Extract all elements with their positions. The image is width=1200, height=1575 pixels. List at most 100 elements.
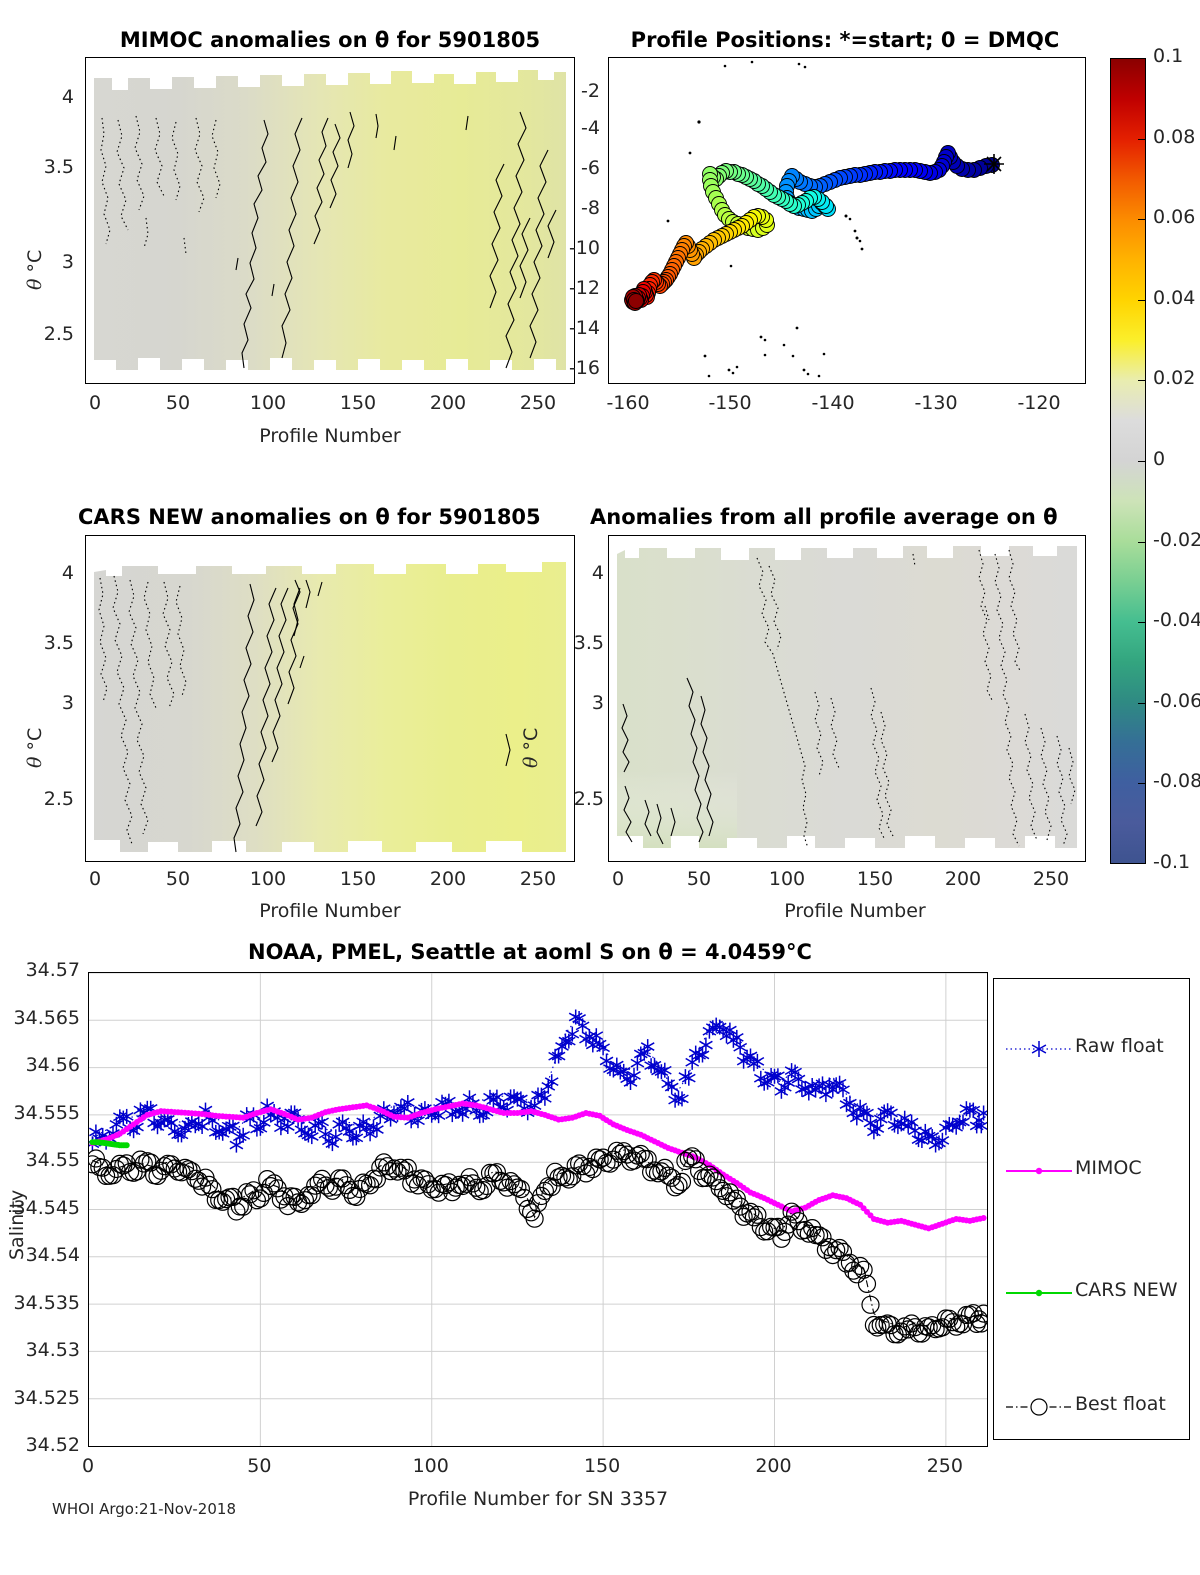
colorbar-tick-7: -0.04 — [1153, 609, 1200, 632]
best-float-marker — [696, 1168, 716, 1187]
best-float-marker — [847, 1265, 866, 1284]
raw-float-marker — [589, 1028, 604, 1044]
raw-float-marker — [870, 1121, 885, 1137]
best-float-marker — [306, 1176, 325, 1195]
best-float-marker — [179, 1160, 198, 1179]
raw-float-marker — [685, 1054, 700, 1070]
raw-float-marker — [856, 1104, 871, 1120]
colorbar-tickmark-6 — [1138, 541, 1146, 543]
panel3-xtick-1: 50 — [165, 868, 191, 890]
best-float-marker — [624, 1151, 644, 1170]
raw-float-marker — [630, 1055, 645, 1071]
panel5-ytick-9: 34.525 — [13, 1386, 80, 1409]
panel2-ytick-0: -2 — [581, 80, 600, 102]
raw-float-marker — [963, 1102, 977, 1118]
panel1-title: MIMOC anomalies on θ for 5901805 — [119, 28, 541, 52]
best-float-marker — [851, 1256, 870, 1276]
raw-float-marker — [575, 1018, 590, 1034]
panel3-xtick-2: 100 — [249, 868, 287, 890]
best-float-marker — [676, 1151, 695, 1171]
panel5-ytick-7: 34.535 — [13, 1291, 80, 1314]
best-float-marker — [148, 1166, 167, 1185]
mimoc-dashed-contours — [100, 115, 221, 255]
legend-label-mimoc: MIMOC — [1075, 1157, 1142, 1179]
raw-float-marker — [729, 1029, 744, 1045]
raw-float-marker — [952, 1114, 967, 1130]
best-float-marker — [645, 1161, 664, 1180]
colorbar-tickmark-9 — [1138, 783, 1146, 785]
raw-float-marker — [335, 1114, 350, 1130]
panel5-ytick-6: 34.54 — [25, 1244, 80, 1266]
panel1-ytick-3: 4 — [61, 86, 74, 108]
mimoc-anomaly-field — [86, 58, 574, 383]
best-float-marker — [192, 1177, 212, 1196]
best-float-marker — [522, 1203, 541, 1222]
best-float-marker — [641, 1163, 661, 1182]
avg-solid-contours — [621, 677, 714, 845]
best-float-marker — [731, 1197, 750, 1216]
panel5-xtick-5: 250 — [926, 1455, 963, 1477]
panel3-xtick-3: 150 — [339, 868, 377, 890]
raw-float-marker — [695, 1047, 710, 1063]
raw-float-marker — [541, 1078, 556, 1094]
best-float-marker — [265, 1174, 284, 1193]
best-float-marker — [446, 1178, 465, 1197]
raw-float-marker — [976, 1105, 987, 1121]
raw-float-marker — [171, 1127, 185, 1143]
panel5-ytick-4: 34.55 — [25, 1149, 80, 1171]
raw-float-marker — [555, 1039, 569, 1054]
panel5-xtick-4: 200 — [755, 1455, 792, 1477]
best-float-marker — [213, 1192, 232, 1211]
raw-float-marker — [860, 1105, 874, 1121]
raw-float-marker — [558, 1033, 573, 1049]
best-float-marker — [607, 1141, 626, 1160]
best-float-marker — [384, 1159, 404, 1178]
raw-float-marker — [184, 1114, 199, 1129]
panel4-ytick-0: 2.5 — [573, 788, 604, 810]
panel1-ytick-0: 2.5 — [43, 323, 74, 345]
panel5-ytick-8: 34.53 — [25, 1339, 80, 1361]
raw-float-marker — [613, 1064, 628, 1080]
best-float-marker — [782, 1202, 801, 1221]
best-float-marker — [655, 1158, 674, 1177]
raw-float-marker — [370, 1122, 384, 1138]
best-float-marker — [494, 1173, 513, 1192]
panel5-ytick-2: 34.56 — [25, 1054, 80, 1076]
raw-float-marker — [863, 1115, 878, 1131]
footer-credit: WHOI Argo:21-Nov-2018 — [52, 1500, 236, 1518]
raw-float-marker — [538, 1090, 552, 1106]
raw-float-marker — [253, 1120, 268, 1136]
legend-marker-circle — [1030, 1398, 1048, 1416]
colorbar-tickmark-2 — [1138, 219, 1146, 221]
raw-float-marker — [627, 1067, 641, 1083]
cars-new-anomaly-plot — [85, 535, 575, 862]
raw-float-marker — [935, 1132, 950, 1148]
panel1-ytick-1: 3 — [61, 251, 74, 273]
mimoc-colored-region — [94, 70, 566, 380]
raw-float-marker — [699, 1037, 713, 1053]
raw-float-marker — [548, 1048, 562, 1064]
best-float-marker — [405, 1170, 424, 1189]
raw-float-marker — [681, 1070, 696, 1086]
raw-float-marker — [304, 1129, 319, 1145]
best-float-marker — [713, 1181, 733, 1200]
best-float-marker — [919, 1318, 938, 1337]
panel3-xtick-4: 200 — [429, 868, 467, 890]
legend-marker-dot — [1035, 1167, 1043, 1175]
best-float-marker — [378, 1157, 397, 1176]
panel4-xtick-2: 100 — [768, 868, 806, 890]
cars-new-anomaly-field — [86, 536, 574, 861]
panel5-xtick-1: 50 — [247, 1455, 272, 1477]
panel2-ytick-2: -6 — [581, 157, 600, 179]
best-float-marker — [491, 1171, 510, 1190]
panel2-ytick-5: -12 — [568, 277, 600, 299]
best-float-marker — [744, 1208, 764, 1227]
colorbar-tickmark-1 — [1138, 138, 1146, 140]
raw-float-marker — [956, 1114, 970, 1130]
float-trajectory — [609, 58, 1085, 383]
panel1-ytick-2: 3.5 — [43, 156, 74, 178]
raw-float-marker — [544, 1074, 559, 1090]
best-float-marker — [972, 1314, 987, 1333]
panel5-title: NOAA, PMEL, Seattle at aoml S on θ = 4.0… — [248, 940, 812, 964]
